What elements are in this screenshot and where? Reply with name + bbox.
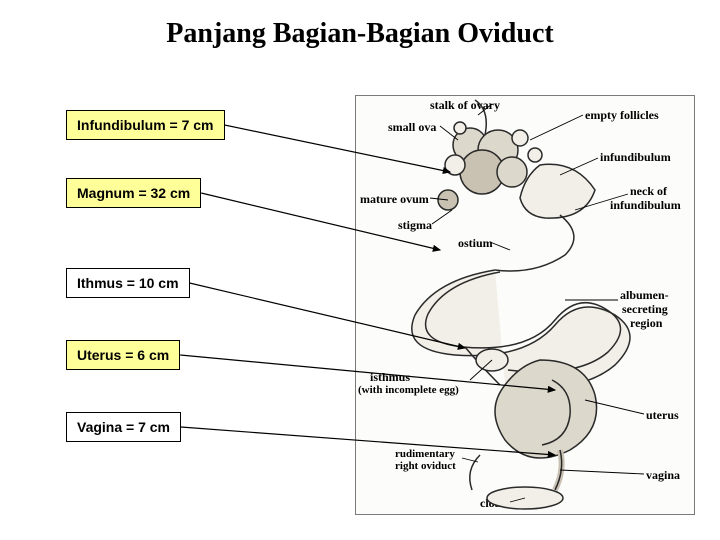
label-vagina: Vagina = 7 cm — [66, 412, 181, 442]
anat-label-8: ostium — [458, 236, 493, 251]
anat-label-17: vagina — [646, 468, 680, 483]
label-uterus: Uterus = 6 cm — [66, 340, 180, 370]
anat-label-9: albumen- — [620, 288, 669, 303]
anat-label-18: cloaca — [480, 496, 512, 511]
anat-label-1: small ova — [388, 120, 436, 135]
anat-label-14: uterus — [646, 408, 679, 423]
label-infundibulum: Infundibulum = 7 cm — [66, 110, 225, 140]
anat-label-11: region — [630, 316, 662, 331]
page-title: Panjang Bagian-Bagian Oviduct — [0, 18, 720, 50]
anat-label-15: rudimentary — [395, 448, 455, 460]
anat-label-0: stalk of ovary — [430, 98, 500, 113]
label-magnum: Magnum = 32 cm — [66, 178, 201, 208]
label-isthmus: Ithmus = 10 cm — [66, 268, 190, 298]
anat-label-4: mature ovum — [360, 192, 429, 207]
anat-label-6: infundibulum — [610, 198, 681, 213]
anat-label-7: stigma — [398, 218, 432, 233]
anat-label-5: neck of — [630, 184, 667, 199]
anat-label-12: isthmus — [370, 370, 410, 385]
anat-label-2: empty follicles — [585, 108, 659, 123]
anat-label-16: right oviduct — [395, 460, 456, 472]
anat-label-10: secreting — [622, 302, 668, 317]
anat-label-3: infundibulum — [600, 150, 671, 165]
anat-label-13: (with incomplete egg) — [358, 384, 459, 396]
